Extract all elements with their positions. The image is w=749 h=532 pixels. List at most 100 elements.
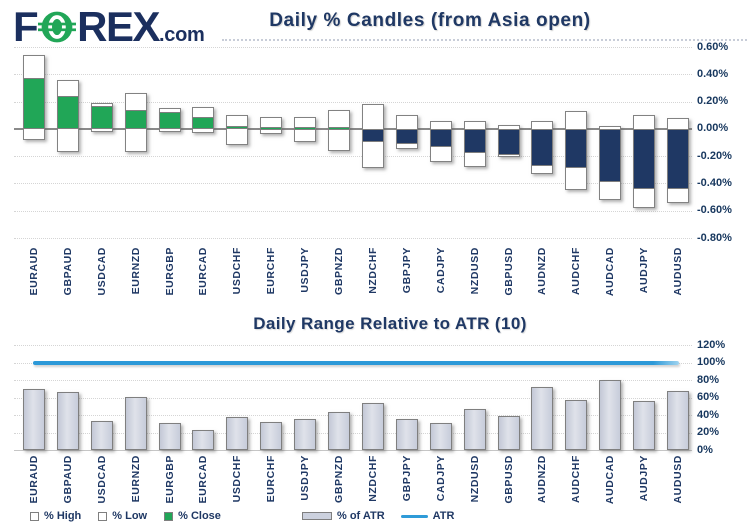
x-label-audusd: AUDUSD	[672, 455, 684, 504]
y-axis-tick-label: 0.20%	[697, 95, 729, 108]
bar-usdjpy	[294, 419, 317, 450]
x-label-audcad: AUDCAD	[604, 455, 617, 505]
gridline	[14, 397, 692, 399]
candle-close-usdjpy	[294, 127, 317, 131]
candle-close-nzdchf	[361, 128, 384, 143]
zero-line	[14, 128, 692, 130]
candle-close-audchf	[565, 128, 588, 169]
atr-legend: % of ATR ATR	[302, 510, 454, 522]
legend-label-close: % Close	[178, 510, 221, 522]
pct-atr-swatch-icon	[302, 512, 332, 520]
y-axis-tick-label: 40%	[697, 408, 720, 421]
bottom-chart-title: Daily Range Relative to ATR (10)	[253, 314, 527, 333]
logo-text-com: .com	[159, 24, 205, 46]
candle-close-audcad	[599, 128, 622, 183]
gridline	[14, 432, 692, 434]
x-label-usdjpy: USDJPY	[299, 455, 312, 501]
legend-label-atr: ATR	[432, 510, 455, 522]
y-axis-tick-label: 80%	[697, 373, 720, 386]
candle-range-usdchf	[226, 115, 249, 146]
x-label-cadjpy: CADJPY	[434, 455, 447, 502]
legend-label-low: % Low	[112, 510, 148, 522]
bar-gbpusd	[497, 415, 520, 450]
x-label-usdchf: USDCHF	[231, 455, 244, 503]
gridline	[14, 156, 692, 158]
x-label-nzdchf: NZDCHF	[366, 455, 379, 502]
forex-logo: F REX.com	[13, 3, 205, 61]
candle-close-eurchf	[260, 127, 283, 131]
gridline	[14, 101, 692, 103]
top-chart-title: Daily % Candles (from Asia open)	[269, 10, 591, 31]
atr-level-line	[33, 360, 679, 365]
bar-usdchf	[226, 416, 249, 450]
x-label-eurcad: EURCAD	[197, 455, 210, 504]
y-axis-tick-label: 0.00%	[697, 122, 729, 135]
candle-close-audnzd	[531, 128, 554, 166]
x-label-audnzd: AUDNZD	[536, 455, 549, 503]
logo-text-f: F	[13, 3, 39, 50]
legend-label-pct-atr: % of ATR	[337, 510, 385, 522]
x-label-gbpnzd: GBPNZD	[333, 455, 346, 503]
candle-close-audjpy	[633, 128, 656, 189]
bar-audcad	[599, 380, 622, 450]
close-swatch-icon	[164, 511, 174, 521]
atr-line-swatch-icon	[400, 514, 428, 518]
y-axis-tick-label: -0.20%	[697, 149, 732, 162]
legend-label-high: % High	[44, 510, 82, 522]
x-label-gbpjpy: GBPJPY	[400, 455, 413, 502]
logo-globe-o-icon	[38, 11, 77, 43]
gridline	[14, 47, 692, 48]
bar-audjpy	[633, 401, 656, 450]
candle-close-gbpusd	[497, 128, 520, 155]
bar-nzdchf	[361, 402, 384, 450]
gridline	[14, 74, 692, 76]
bar-euraud	[23, 388, 45, 450]
candle-close-eurcad	[192, 116, 215, 129]
gridline	[14, 210, 692, 212]
bar-eurgbp	[158, 422, 181, 450]
candle-close-gbpnzd	[328, 127, 351, 131]
gridline	[14, 380, 692, 381]
legend-item-high: % High	[30, 510, 81, 522]
legend-item-pct-atr: % of ATR	[302, 510, 385, 522]
x-label-audjpy: AUDJPY	[638, 455, 651, 502]
x-label-eurgbp: EURGBP	[163, 455, 176, 504]
high-swatch-icon	[30, 511, 39, 521]
candle-close-eurgbp	[158, 112, 181, 129]
candle-close-audusd	[667, 128, 689, 189]
x-label-gbpusd: GBPUSD	[502, 455, 515, 504]
candle-close-usdchf	[226, 126, 249, 130]
y-axis-tick-label: -0.60%	[697, 204, 732, 217]
legend-item-low: % Low	[98, 510, 147, 522]
candle-close-nzdusd	[463, 128, 486, 154]
bar-audchf	[565, 400, 588, 450]
gridline	[14, 183, 692, 185]
bar-gbpaud	[56, 392, 79, 450]
bar-audusd	[667, 391, 689, 450]
y-axis-tick-label: 100%	[697, 356, 726, 368]
candle-close-eurnzd	[124, 109, 147, 129]
y-axis-tick-label: 60%	[697, 391, 720, 403]
x-axis-baseline	[14, 450, 692, 451]
y-axis-tick-label: 0%	[697, 443, 713, 456]
y-axis-tick-label: -0.80%	[697, 231, 732, 244]
bar-usdcad	[90, 421, 113, 450]
candle-close-usdcad	[90, 105, 113, 129]
gridline	[14, 238, 692, 239]
bar-eurcad	[192, 429, 215, 450]
candles-legend: % High % Low % Close	[30, 510, 221, 522]
bar-eurchf	[260, 422, 283, 450]
bar-eurnzd	[124, 396, 147, 450]
x-label-euraud: EURAUD	[28, 455, 40, 504]
legend-item-close: % Close	[164, 510, 221, 522]
y-axis-tick-label: 0.40%	[697, 67, 729, 80]
candle-close-gbpjpy	[395, 128, 418, 144]
y-axis-tick-label: 120%	[697, 338, 726, 351]
x-label-usdcad: USDCAD	[95, 455, 108, 504]
bar-gbpnzd	[328, 411, 351, 450]
x-label-gbpaud: GBPAUD	[61, 455, 74, 504]
gridline	[14, 345, 692, 346]
